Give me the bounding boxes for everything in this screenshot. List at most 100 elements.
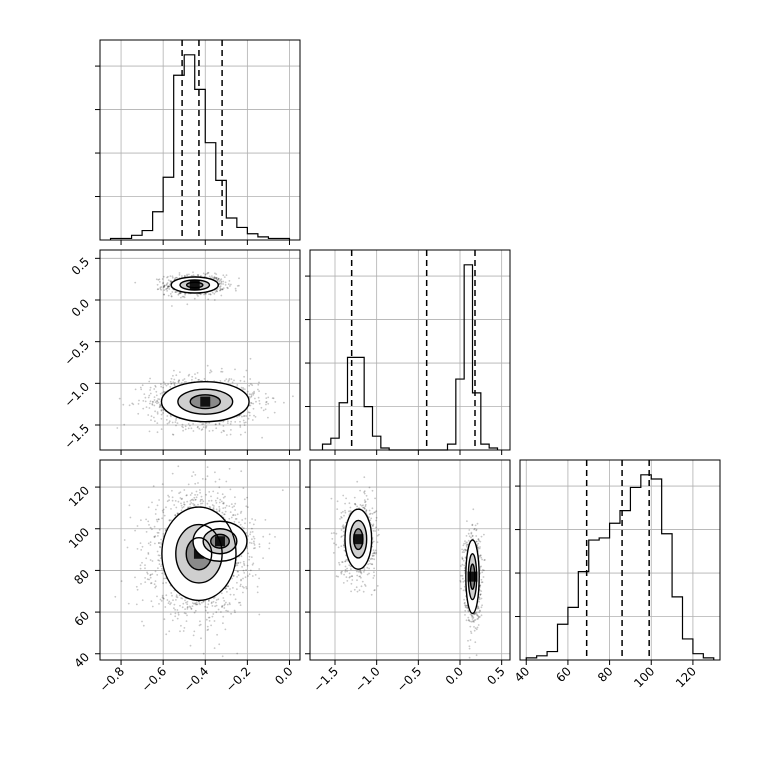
scatter-point (165, 506, 167, 509)
scatter-point (190, 607, 193, 610)
scatter-point (371, 558, 374, 560)
scatter-point (228, 467, 231, 470)
scatter-point (161, 572, 164, 575)
scatter-point (163, 618, 166, 621)
scatter-point (147, 553, 150, 555)
scatter-point (171, 433, 174, 436)
scatter-point (215, 508, 218, 511)
scatter-point (153, 404, 156, 407)
scatter-point (250, 396, 252, 398)
scatter-point (174, 514, 177, 517)
scatter-point (223, 599, 226, 602)
scatter-point (229, 593, 232, 596)
scatter-point (337, 546, 340, 549)
scatter-point (220, 367, 223, 370)
scatter-point (206, 625, 209, 628)
scatter-point (166, 290, 169, 292)
scatter-point (156, 504, 159, 507)
scatter-point (140, 388, 143, 391)
scatter-point (363, 476, 366, 479)
scatter-point (204, 274, 207, 276)
scatter-point (207, 628, 210, 631)
scatter-point (176, 609, 179, 611)
scatter-point (166, 276, 168, 279)
scatter-point (195, 602, 198, 605)
scatter-point (374, 511, 376, 514)
scatter-point (149, 402, 151, 405)
scatter-point (162, 390, 165, 393)
scatter-point (154, 384, 157, 387)
scatter-point (364, 503, 367, 506)
scatter-point (160, 286, 163, 288)
scatter-point (134, 529, 137, 532)
scatter-point (138, 399, 140, 402)
scatter-point (181, 295, 184, 298)
scatter-point (368, 513, 371, 516)
scatter-point (199, 623, 202, 626)
scatter-point (251, 563, 254, 566)
scatter-point (271, 397, 274, 399)
scatter-point (369, 519, 372, 522)
scatter-point (194, 482, 197, 485)
scatter-point (183, 489, 186, 491)
scatter-point (220, 431, 223, 434)
scatter-point (336, 508, 339, 510)
scatter-point (162, 508, 165, 511)
scatter-point (463, 564, 466, 567)
scatter-point (346, 580, 349, 582)
scatter-point (346, 570, 348, 573)
scatter-point (237, 574, 240, 576)
scatter-point (166, 599, 169, 601)
scatter-point (227, 420, 229, 423)
scatter-point (358, 589, 361, 592)
scatter-point (241, 526, 244, 528)
scatter-point (350, 582, 353, 585)
scatter-point (202, 423, 205, 425)
scatter-point (148, 430, 151, 433)
scatter-point (363, 491, 365, 494)
scatter-point (253, 390, 256, 393)
scatter-point (189, 503, 192, 506)
scatter-point (208, 500, 210, 502)
scatter-point (248, 573, 251, 576)
scatter-point (232, 574, 235, 577)
scatter-point (174, 608, 177, 611)
scatter-point (166, 287, 168, 290)
scatter-point (238, 277, 240, 280)
scatter-point (197, 295, 199, 297)
scatter-point (180, 498, 183, 501)
scatter-point (180, 597, 183, 599)
scatter-point (191, 375, 194, 378)
scatter-point (258, 381, 260, 384)
scatter-point (192, 502, 194, 505)
scatter-point (374, 549, 377, 552)
scatter-point (181, 597, 184, 600)
scatter-point (205, 618, 208, 621)
scatter-point (373, 551, 376, 554)
scatter-point (343, 549, 346, 552)
scatter-point (213, 299, 216, 301)
scatter-point (372, 549, 375, 551)
scatter-point (182, 506, 185, 508)
scatter-point (166, 287, 169, 290)
scatter-point (151, 501, 153, 504)
scatter-point (168, 285, 171, 288)
scatter-point (189, 606, 192, 609)
scatter-point (140, 549, 143, 551)
scatter-point (193, 630, 196, 633)
scatter-point (159, 545, 161, 548)
scatter-point (222, 502, 225, 505)
scatter-point (176, 512, 179, 514)
scatter-point (248, 555, 251, 558)
scatter-point (223, 513, 226, 516)
scatter-point (330, 497, 333, 500)
scatter-point (173, 603, 176, 606)
scatter-point (162, 386, 165, 389)
scatter-point (194, 494, 197, 496)
scatter-point (153, 525, 156, 528)
scatter-point (163, 285, 166, 287)
scatter-point (245, 586, 248, 588)
scatter-point (378, 533, 380, 536)
scatter-point (156, 412, 159, 415)
scatter-point (160, 565, 162, 567)
